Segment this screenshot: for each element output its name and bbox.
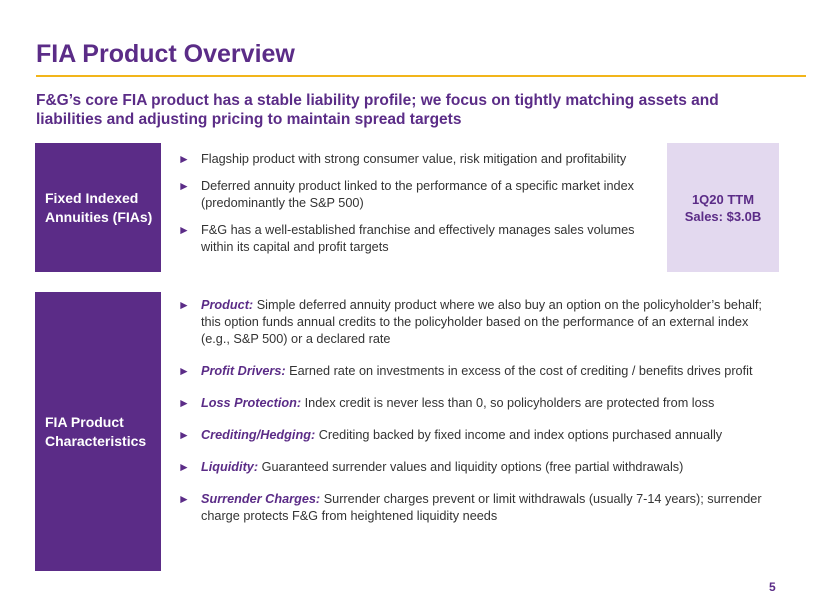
characteristic-text: Surrender charges prevent or limit withd… [201,492,762,523]
characteristic-text: Simple deferred annuity product where we… [201,298,762,346]
characteristic-bullet: ► Profit Drivers: Earned rate on investme… [178,363,778,380]
arrow-icon: ► [178,364,190,378]
characteristic-bullet: ► Loss Protection: Index credit is never … [178,395,778,412]
arrow-icon: ► [178,152,190,166]
characteristic-bullet: ► Crediting/Hedging: Crediting backed by … [178,427,778,444]
fia-bullet-text: Deferred annuity product linked to the p… [201,179,635,210]
fia-bullet-list: ► Flagship product with strong consumer v… [178,151,662,266]
fia-bullet-text: Flagship product with strong consumer va… [201,152,627,166]
characteristic-text: Crediting backed by fixed income and ind… [318,428,723,442]
sales-box: 1Q20 TTM Sales: $3.0B [667,143,779,272]
characteristics-label-box: FIA Product Characteristics [35,292,161,571]
characteristic-term: Surrender Charges: [201,492,321,506]
sales-period: 1Q20 TTM [691,191,755,207]
sales-value: Sales: $3.0B [684,208,762,224]
fia-label-line1: Fixed Indexed [45,189,139,206]
characteristics-label-line2: Characteristics [45,432,147,449]
characteristic-term: Profit Drivers: [201,364,286,378]
characteristic-bullet: ► Liquidity: Guaranteed surrender values … [178,459,778,476]
characteristic-term: Crediting/Hedging: [201,428,316,442]
characteristic-term: Liquidity: [201,460,259,474]
characteristics-label-line1: FIA Product [45,413,124,430]
page-title: FIA Product Overview [36,40,295,68]
fia-bullet: ► F&G has a well-established franchise an… [178,222,662,256]
fia-bullet: ► Flagship product with strong consumer v… [178,151,662,168]
characteristic-text: Earned rate on investments in excess of … [289,364,753,378]
arrow-icon: ► [178,223,190,237]
fia-bullet: ► Deferred annuity product linked to the … [178,178,662,212]
characteristics-bullet-list: ► Product: Simple deferred annuity produc… [178,297,778,540]
title-divider [36,75,806,77]
arrow-icon: ► [178,298,190,312]
arrow-icon: ► [178,492,190,506]
arrow-icon: ► [178,179,190,193]
arrow-icon: ► [178,460,190,474]
fia-bullet-text: F&G has a well-established franchise and… [201,223,635,254]
characteristic-term: Loss Protection: [201,396,302,410]
arrow-icon: ► [178,428,190,442]
characteristic-bullet: ► Product: Simple deferred annuity produc… [178,297,778,348]
fia-label-line2: Annuities (FIAs) [45,208,153,225]
characteristic-term: Product: [201,298,254,312]
characteristic-bullet: ► Surrender Charges: Surrender charges pr… [178,491,778,525]
subtitle: F&G’s core FIA product has a stable liab… [36,92,719,128]
fia-label-box: Fixed Indexed Annuities (FIAs) [35,143,161,272]
page-number: 5 [769,580,776,594]
arrow-icon: ► [178,396,190,410]
characteristic-text: Index credit is never less than 0, so po… [304,396,715,410]
characteristic-text: Guaranteed surrender values and liquidit… [261,460,684,474]
